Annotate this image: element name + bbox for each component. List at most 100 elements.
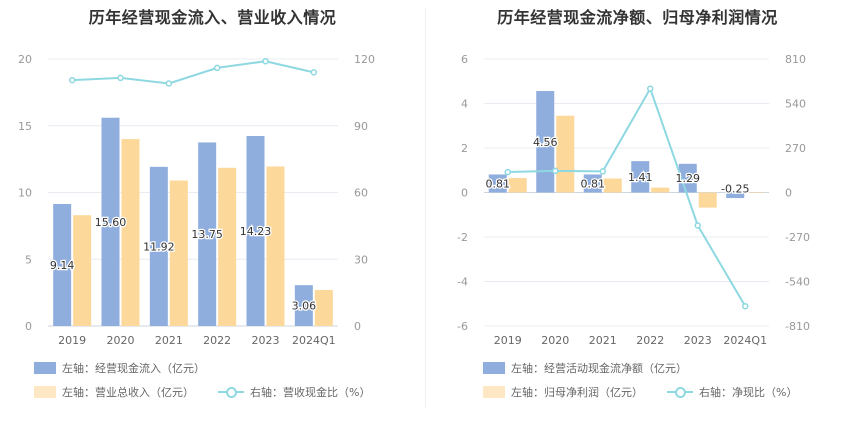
bar-1	[246, 136, 265, 326]
y-right-tick-label: 90	[354, 120, 368, 133]
data-label: 13.75	[191, 228, 223, 241]
legend-label: 左轴：归母净利润（亿元）	[511, 386, 643, 399]
bar-1	[53, 203, 72, 326]
data-label: 1.29	[676, 172, 701, 185]
legend-item-line[interactable]: 右轴：营收现金比（%）	[218, 384, 370, 400]
chart-panel-right: 历年经营现金流净额、归母净利润情况 -6 -4 -2 0 2 4 6 -810 -540 -270…	[425, 0, 850, 437]
y-right-tick-label: 540	[785, 98, 806, 111]
chart-title: 历年经营现金流入、营业收入情况	[88, 8, 337, 27]
y-right-tick-label: 270	[785, 142, 806, 155]
y-right-tick-label: 30	[354, 253, 368, 266]
bar-1	[726, 192, 745, 199]
y-left-tick-label: 2	[461, 142, 468, 155]
legend-label: 右轴：净现比（%）	[699, 386, 798, 399]
y-right-tick-label: 0	[354, 320, 361, 333]
legend-item-line[interactable]: 右轴：净现比（%）	[667, 384, 797, 400]
data-label: 0.81	[581, 177, 606, 190]
legend-item-bar2[interactable]: 左轴：营业总收入（亿元）	[34, 384, 194, 400]
x-tick-label: 2022	[203, 334, 231, 347]
bar-2	[218, 167, 237, 326]
line-point	[694, 222, 701, 229]
bar-1	[488, 174, 507, 193]
x-tick-label: 2019	[494, 334, 522, 347]
line-point	[504, 168, 511, 176]
x-tick-label: 2024Q1	[292, 334, 336, 347]
line-point	[647, 85, 654, 92]
legend-swatch	[483, 386, 505, 398]
y-left-tick-label: -6	[457, 320, 468, 333]
legend-line-icon	[218, 386, 244, 398]
y-left-tick-label: 0	[461, 187, 468, 200]
y-left-tick-label: 4	[461, 98, 468, 111]
data-label: 11.92	[143, 240, 175, 253]
y-left-tick-label: 15	[18, 120, 32, 133]
chart-plot: -6 -4 -2 0 2 4 6 -810 -540 -270 0 270 540 810 2019 2020…	[457, 53, 810, 347]
legend-swatch	[34, 386, 56, 398]
y-right-tick-label: 120	[354, 53, 375, 66]
line-point	[599, 168, 606, 175]
y-left-tick-label: -4	[457, 276, 468, 289]
bar-2	[698, 192, 717, 208]
panel-divider	[425, 8, 426, 408]
legend-line-icon	[667, 386, 693, 398]
x-tick-label: 2019	[58, 334, 86, 347]
bar-2	[73, 215, 92, 326]
line-point	[117, 74, 124, 82]
legend-item-bar1[interactable]: 左轴：经营现金流入（亿元）	[34, 360, 205, 376]
line-point	[165, 80, 173, 87]
line-series	[72, 60, 315, 85]
x-tick-label: 2023	[684, 334, 712, 347]
y-left-tick-label: 6	[461, 53, 468, 66]
bar-1	[149, 166, 168, 326]
line-point	[552, 167, 559, 175]
legend-item-bar2[interactable]: 左轴：归母净利润（亿元）	[483, 384, 643, 400]
bar-1	[294, 285, 313, 326]
data-label: -0.25	[721, 183, 749, 196]
y-left-tick-label: 10	[18, 187, 32, 200]
bar-2	[121, 139, 140, 326]
line-point	[68, 76, 76, 84]
bar-1	[583, 174, 602, 193]
y-right-tick-label: 60	[354, 187, 368, 200]
legend-label: 左轴：经营现金流入（亿元）	[62, 362, 205, 375]
data-label: 3.06	[292, 300, 317, 313]
y-right-tick-label: -540	[785, 276, 810, 289]
bar-2	[314, 289, 333, 326]
line-point	[213, 64, 221, 72]
line-point	[742, 302, 749, 310]
data-label: 15.60	[95, 216, 127, 229]
x-tick-label: 2024Q1	[723, 334, 767, 347]
legend-item-bar1[interactable]: 左轴：经营活动现金流净额（亿元）	[483, 360, 687, 376]
line-point	[310, 69, 318, 76]
bar-2	[746, 192, 765, 193]
legend-label: 左轴：营业总收入（亿元）	[62, 386, 194, 399]
line-series	[507, 86, 747, 307]
chart-title: 历年经营现金流净额、归母净利润情况	[497, 8, 778, 27]
y-left-tick-label: 0	[25, 320, 32, 333]
bar-1	[536, 91, 555, 193]
bar-2	[603, 178, 622, 193]
y-left-tick-label: 20	[18, 53, 32, 66]
legend-swatch	[483, 362, 505, 374]
line-point	[262, 57, 269, 65]
legend-label: 左轴：经营活动现金流净额（亿元）	[511, 362, 687, 375]
bar-2	[508, 178, 527, 193]
chart-plot: 0 5 10 15 20 0 30 60 90 120 2019 2020 2021 2022 2023 20…	[18, 53, 375, 347]
x-tick-label: 2022	[636, 334, 664, 347]
bar-2	[651, 187, 670, 193]
data-label: 4.56	[533, 136, 558, 149]
x-tick-label: 2023	[252, 334, 280, 347]
bar-1	[631, 161, 650, 193]
bar-2	[266, 166, 285, 326]
bar-1	[198, 142, 217, 326]
y-right-tick-label: -810	[785, 320, 810, 333]
y-left-tick-label: 5	[25, 253, 32, 266]
bar-2	[169, 180, 188, 326]
x-tick-label: 2020	[541, 334, 569, 347]
y-left-tick-label: -2	[457, 231, 468, 244]
data-label: 0.81	[486, 177, 511, 190]
bar-1	[101, 117, 120, 327]
chart-panel-left: 历年经营现金流入、营业收入情况 0 5 10 15 20 0 30 60 90 120 2019 20…	[18, 8, 375, 400]
x-tick-label: 2021	[589, 334, 617, 347]
data-label: 14.23	[240, 225, 272, 238]
